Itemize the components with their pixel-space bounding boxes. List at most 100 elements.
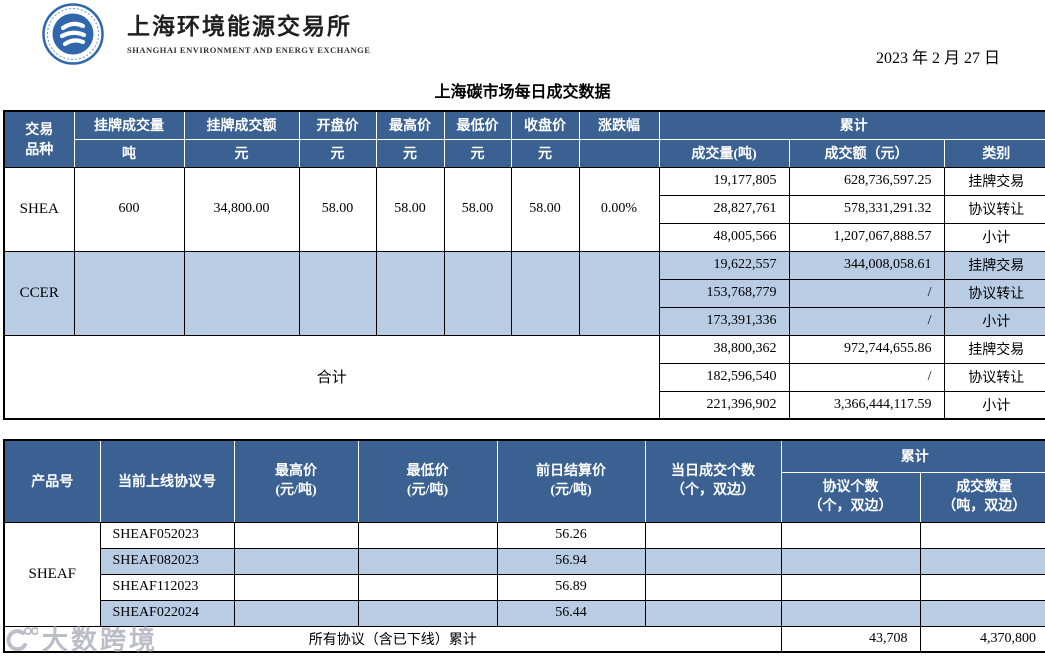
agreements-total-label-cell: 所有协议（含已下线）累计 <box>3 625 782 653</box>
category-cell: 协议转让 <box>943 194 1045 224</box>
category-cell: 挂牌交易 <box>943 166 1045 196</box>
cum-amount-cell: 344,008,058.61 <box>788 250 945 280</box>
low-cell <box>357 573 498 601</box>
col-header-change: 涨跌幅 <box>578 110 660 140</box>
listed-amount-cell: 34,800.00 <box>183 166 300 252</box>
sheaf-agreements-table: 产品号 当前上线协议号 最高价 (元/吨) 最低价 (元/吨) 前日结算价 (元… <box>3 439 1045 653</box>
prev-settle-cell: 56.44 <box>496 599 646 627</box>
col-header-high: 最高价 <box>375 110 445 140</box>
empty-cell <box>510 250 580 336</box>
report-title: 上海碳市场每日成交数据 <box>434 84 611 101</box>
open-cell: 58.00 <box>298 166 377 252</box>
empty-cell <box>73 250 185 336</box>
cum-volume-cell: 153,768,779 <box>658 278 790 308</box>
col-header-listed-volume: 挂牌成交量 <box>73 110 185 140</box>
high-cell <box>233 573 359 601</box>
cum-amount-cell: / <box>788 278 945 308</box>
day-count-cell <box>644 573 782 601</box>
prev-settle-cell: 56.26 <box>496 521 646 549</box>
col-header-open: 开盘价 <box>298 110 377 140</box>
day-count-cell <box>644 599 782 627</box>
cum-amount-cell: / <box>788 306 945 336</box>
prev-settle-cell: 56.94 <box>496 547 646 575</box>
unit-listed-amount: 元 <box>183 138 300 168</box>
watermark-logo-icon <box>6 626 38 651</box>
col-header-listed-amount: 挂牌成交额 <box>183 110 300 140</box>
prev-settle-cell: 56.89 <box>496 573 646 601</box>
cum-amount-cell: 3,366,444,117.59 <box>788 390 945 420</box>
table-row: 221,396,902 3,366,444,117.59 小计 <box>4 390 1045 420</box>
listed-volume-cell: 600 <box>73 166 185 252</box>
cum-amount-cell: 578,331,291.32 <box>788 194 945 224</box>
col-header-low: 最低价 (元/吨) <box>357 439 498 523</box>
col-header-cumulative: 累计 <box>780 439 1045 473</box>
cum-amount-cell: 972,744,655.86 <box>788 334 945 364</box>
table-row: 153,768,779 / 协议转让 <box>4 278 1045 308</box>
col-header-day-count: 当日成交个数 （个，双边） <box>644 439 782 523</box>
brand-name-en: SHANGHAI ENVIRONMENT AND ENERGY EXCHANGE <box>127 45 371 55</box>
unit-close: 元 <box>510 138 580 168</box>
cum-volume-cell: 173,391,336 <box>658 306 790 336</box>
category-cell: 协议转让 <box>943 362 1045 392</box>
cum-volume-cell <box>919 599 1045 627</box>
brand: 上海环境能源交易所 SHANGHAI ENVIRONMENT AND ENERG… <box>127 13 370 55</box>
unit-low: 元 <box>443 138 512 168</box>
cum-volume-cell <box>919 573 1045 601</box>
col-header-cum-volume: 成交数量 （吨，双边） <box>919 471 1045 523</box>
col-header-category: 类别 <box>943 138 1045 168</box>
col-header-cum-count: 协议个数 （个，双边） <box>780 471 921 523</box>
day-count-cell <box>644 547 782 575</box>
low-cell <box>357 547 498 575</box>
cum-volume-cell: 19,622,557 <box>658 250 790 280</box>
low-cell: 58.00 <box>443 166 512 252</box>
empty-cell <box>183 250 300 336</box>
report-date: 2023 年 2 月 27 日 <box>875 50 1000 67</box>
cum-volume-cell <box>919 521 1045 549</box>
col-header-cumulative: 累计 <box>658 110 1045 140</box>
watermark: 大数跨境 <box>2 620 158 657</box>
cum-count-total-cell: 43,708 <box>780 625 921 653</box>
category-cell: 小计 <box>943 306 1045 336</box>
close-cell: 58.00 <box>510 166 580 252</box>
cum-count-cell <box>780 599 921 627</box>
agreement-cell: SHEAF022024 <box>99 599 235 627</box>
category-cell: 挂牌交易 <box>943 250 1045 280</box>
grand-total-label-cell: 合计 <box>3 334 660 420</box>
empty-cell <box>298 250 377 336</box>
cum-count-cell <box>780 521 921 549</box>
unit-change <box>578 138 660 168</box>
cum-count-cell <box>780 573 921 601</box>
col-header-product: 交易 品种 <box>3 110 75 168</box>
table-row: 所有协议（含已下线）累计 43,708 4,370,800 <box>3 625 1045 653</box>
col-header-low: 最低价 <box>443 110 512 140</box>
low-cell <box>357 521 498 549</box>
cum-volume-total-cell: 4,370,800 <box>919 625 1045 653</box>
col-header-prev-settle: 前日结算价 (元/吨) <box>496 439 646 523</box>
product-name-cell: SHEA <box>3 166 75 252</box>
cum-amount-cell: / <box>788 362 945 392</box>
cum-volume-cell: 221,396,902 <box>658 390 790 420</box>
low-cell <box>357 599 498 627</box>
unit-high: 元 <box>375 138 445 168</box>
empty-cell <box>443 250 512 336</box>
high-cell: 58.00 <box>375 166 445 252</box>
empty-cell <box>578 250 660 336</box>
table-row: CCER 19,622,557 344,008,058.61 挂牌交易 <box>3 250 1045 336</box>
cum-volume-cell: 48,005,566 <box>658 222 790 252</box>
table-row: 合计 38,800,362 972,744,655.86 挂牌交易 <box>3 334 1045 420</box>
table-row: 173,391,336 / 小计 <box>4 306 1045 336</box>
product-code-cell: SHEAF <box>3 521 101 627</box>
high-cell <box>233 547 359 575</box>
change-cell: 0.00% <box>578 166 660 252</box>
cum-volume-cell: 28,827,761 <box>658 194 790 224</box>
table-row: SHEAF022024 56.44 <box>4 599 1045 627</box>
agreement-cell: SHEAF052023 <box>99 521 235 549</box>
cum-volume-cell: 19,177,805 <box>658 166 790 196</box>
empty-cell <box>375 250 445 336</box>
agreement-cell: SHEAF082023 <box>99 547 235 575</box>
cum-amount-cell: 628,736,597.25 <box>788 166 945 196</box>
table-row: SHEAF SHEAF052023 56.26 <box>3 521 1045 627</box>
table-row: SHEA 600 34,800.00 58.00 58.00 58.00 58.… <box>3 166 1045 252</box>
category-cell: 协议转让 <box>943 278 1045 308</box>
unit-listed-volume: 吨 <box>73 138 185 168</box>
